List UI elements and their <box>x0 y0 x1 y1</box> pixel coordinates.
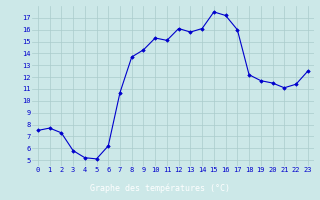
Text: Graphe des températures (°C): Graphe des températures (°C) <box>90 184 230 193</box>
